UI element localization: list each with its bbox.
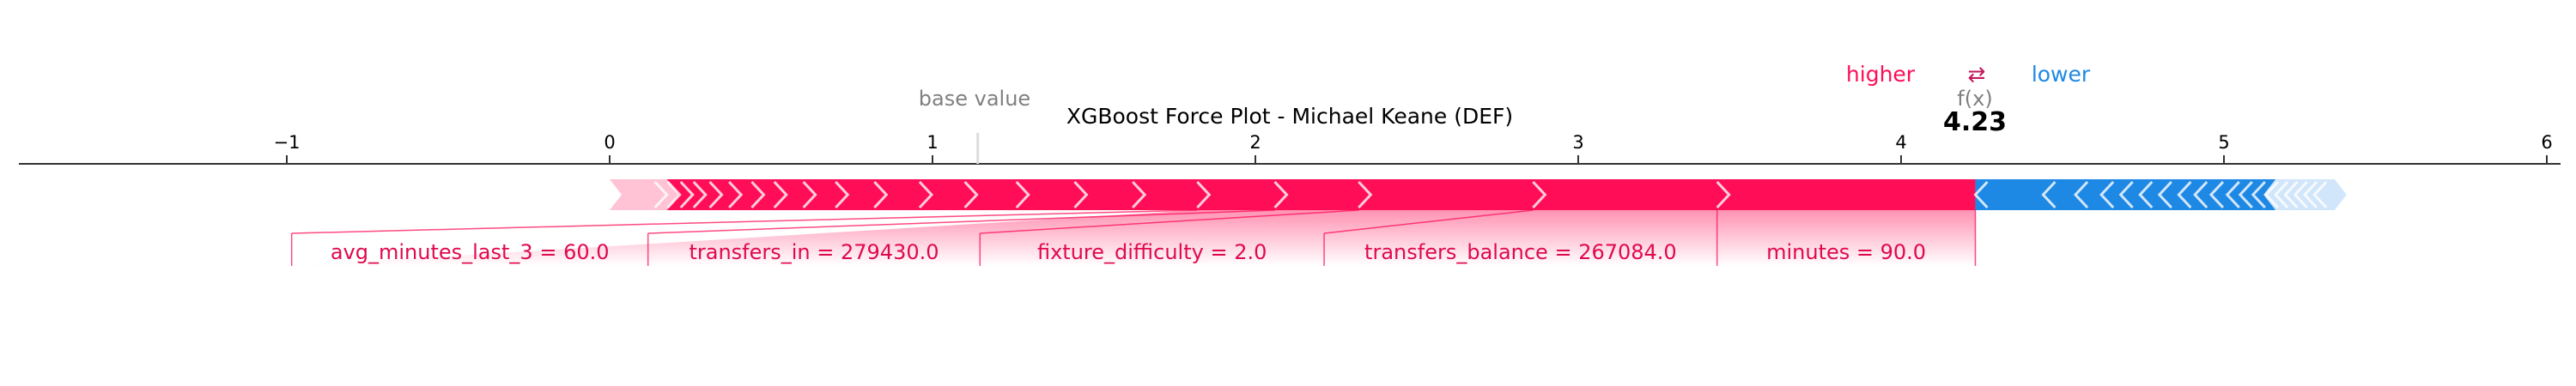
positive-chevron [918, 180, 934, 209]
feature-connector-fill [291, 210, 1275, 266]
positive-chevron [1716, 180, 1731, 209]
x-tick-label: −1 [274, 132, 301, 153]
positive-chevron [1273, 180, 1289, 209]
x-axis-ticks: −1 0 1 2 3 4 5 6 [274, 132, 2553, 164]
feature-label: minutes = 90.0 [1766, 240, 1926, 264]
positive-chevron [708, 180, 724, 209]
direction-arrow-icon: ⇄ [1968, 62, 1986, 87]
x-tick-label: 1 [927, 132, 938, 153]
fx-value: 4.23 [1943, 107, 2007, 137]
positive-chevron [679, 180, 695, 209]
positive-chevron [802, 180, 817, 209]
base-value-label: base value [919, 87, 1030, 111]
x-tick-label: 5 [2218, 132, 2229, 153]
positive-chevron [1358, 180, 1373, 209]
feature-label-connectors [290, 209, 1977, 266]
negative-force-bar [1973, 179, 2347, 210]
positive-chevron [1132, 180, 1147, 209]
positive-chevron [1073, 180, 1089, 209]
x-tick-label: 6 [2541, 132, 2552, 153]
negative-chevron [2238, 180, 2253, 209]
feature-connector-fill [1716, 210, 1976, 266]
negative-chevron [2208, 180, 2225, 209]
positive-chevron [666, 180, 682, 209]
feature-connector-line [291, 209, 1198, 234]
x-tick-label: 0 [604, 132, 615, 153]
feature-label: transfers_balance = 267084.0 [1364, 240, 1677, 264]
feature-label: transfers_in = 279430.0 [689, 240, 939, 264]
negative-bar-body [1975, 179, 2276, 210]
positive-chevron [653, 180, 669, 209]
positive-force-bar [610, 179, 1976, 210]
negative-chevron [1973, 180, 1989, 209]
positive-bar-body [666, 179, 1976, 210]
negative-chevron [2073, 180, 2089, 209]
feature-connector-fill [1324, 210, 1717, 266]
positive-chevron [1532, 180, 1547, 209]
negative-chevron [2041, 180, 2057, 209]
negative-chevron [2251, 180, 2266, 209]
negative-chevron [2177, 180, 2192, 209]
negative-chevron [2283, 180, 2299, 209]
x-tick-label: 2 [1249, 132, 1261, 153]
chart-title: XGBoost Force Plot - Michael Keane (DEF) [1066, 104, 1513, 129]
positive-chevron [750, 180, 766, 209]
lower-label: lower [2032, 62, 2091, 87]
negative-chevron [2302, 180, 2318, 209]
x-tick-label: 4 [1895, 132, 1906, 153]
fx-label: f(x) [1957, 87, 1992, 111]
negative-chevron [2138, 180, 2154, 209]
feature-connector-fill [647, 210, 1359, 266]
feature-labels: minutes = 90.0 transfers_balance = 267084… [331, 240, 1926, 264]
negative-chevron [2225, 180, 2240, 209]
negative-chevron [2099, 180, 2115, 209]
negative-chevron [2157, 180, 2172, 209]
negative-chevron [2312, 180, 2328, 209]
positive-bar-fade [610, 179, 679, 210]
negative-chevron [2274, 180, 2289, 209]
x-tick-label: 3 [1572, 132, 1583, 153]
feature-label: fixture_difficulty = 2.0 [1037, 240, 1267, 264]
negative-chevron [2118, 180, 2134, 209]
negative-chevron [2193, 180, 2208, 209]
positive-chevron [835, 180, 850, 209]
feature-connector-fill [980, 210, 1534, 266]
negative-chevron [2293, 180, 2308, 209]
higher-label: higher [1846, 62, 1916, 87]
positive-chevron [963, 180, 979, 209]
positive-chevron [773, 180, 788, 209]
positive-chevron [692, 180, 708, 209]
positive-chevron [728, 180, 744, 209]
feature-label: avg_minutes_last_3 = 60.0 [331, 240, 610, 264]
positive-chevron [1196, 180, 1212, 209]
positive-chevron [1015, 180, 1030, 209]
positive-chevron [873, 180, 889, 209]
negative-chevron [2263, 180, 2279, 209]
